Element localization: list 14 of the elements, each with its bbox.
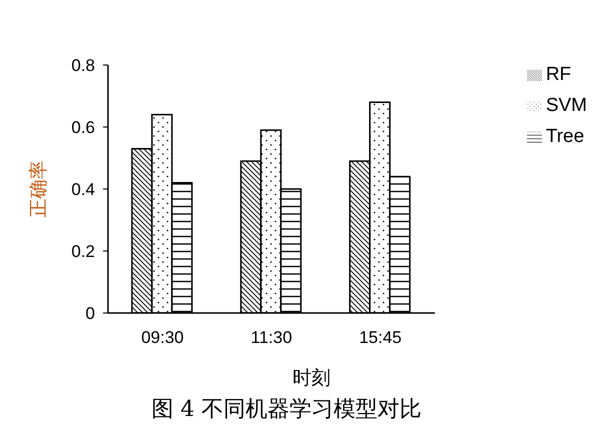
- y-tick-label: 0.2: [71, 242, 95, 262]
- y-tick-label: 0.6: [71, 118, 95, 138]
- y-axis-title: 正确率: [28, 160, 50, 218]
- legend-label: Tree: [546, 126, 584, 147]
- legend-label: RF: [546, 64, 572, 85]
- x-tick-label: 09:30: [141, 328, 184, 348]
- y-tick-label: 0.4: [71, 180, 95, 200]
- x-tick-label: 11:30: [250, 328, 292, 348]
- y-tick-label: 0.8: [71, 56, 95, 76]
- x-tick-label: 15:45: [359, 328, 402, 348]
- legend-label: SVM: [546, 95, 587, 116]
- x-axis-title: 时刻: [292, 367, 332, 391]
- y-tick-label: 0: [86, 304, 95, 324]
- text: 图 4 不同机器学习模型对比: [150, 396, 422, 424]
